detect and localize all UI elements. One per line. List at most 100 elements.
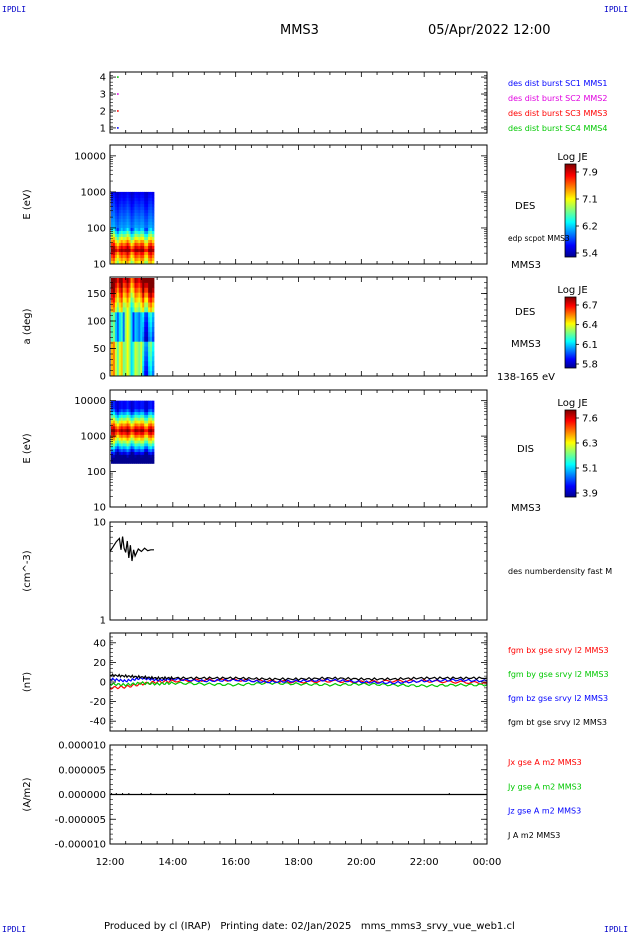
heatmap-cell [112,454,116,459]
heatmap-cell [118,230,122,235]
heatmap-cell [136,327,139,333]
heatmap-cell [124,317,128,323]
heatmap-cell [112,312,116,318]
heatmap-cell [152,236,155,241]
heatmap-cell [134,218,137,223]
heatmap-cell [138,292,141,298]
heatmap-cell [130,409,133,413]
heatmap-cell [122,341,126,347]
heatmap-cell [118,351,122,357]
y-axis-label: (cm^-3) [22,550,33,591]
heatmap-cell [116,254,120,259]
heatmap-cell [148,426,151,430]
heatmap-cell [116,227,120,232]
heatmap-cell [118,287,122,294]
heatmap-cell [150,292,153,298]
heatmap-cell [124,327,128,333]
heatmap-cell [134,307,137,313]
heatmap-cell [122,417,126,422]
heatmap-cell [132,215,135,220]
heatmap-cell [134,432,137,436]
corner-label-top-right: IPDLI [604,5,628,14]
heatmap-cell [116,292,120,298]
heatmap-cell [136,203,139,208]
heatmap-cell [122,194,126,199]
heatmap-cell [111,409,114,413]
heatmap-cell [144,341,147,347]
heatmap-cell [152,212,155,217]
heatmap-cell [118,417,122,422]
heatmap-cell [112,409,116,413]
heatmap-cell [114,336,118,343]
heatmap-cell [132,248,135,253]
heatmap-cell [146,356,149,362]
heatmap-cell [126,302,129,308]
heatmap-cell [120,327,124,333]
heatmap-cell [140,209,143,214]
heatmap-cell [114,437,118,441]
heatmap-cell [114,317,118,323]
heatmap-cell [122,423,126,427]
heatmap-cell [126,215,129,220]
heatmap-cell [118,361,122,367]
heatmap-cell [134,200,137,205]
heatmap-cell [144,426,147,430]
heatmap-cell [148,437,151,441]
heatmap-cell [150,203,153,208]
heatmap-cell [126,278,129,284]
heatmap-cell [120,446,124,450]
heatmap-cell [148,203,151,208]
heatmap-cell [148,429,151,433]
heatmap-cell [134,245,137,250]
heatmap-cell [118,443,122,447]
heatmap-cell [146,426,149,430]
heatmap-cell [116,224,120,229]
y-axis-label: E (eV) [22,433,33,463]
heatmap-cell [144,449,147,453]
heatmap-cell [142,356,145,362]
heatmap-cell [120,414,124,419]
heatmap-cell [132,356,135,362]
heatmap-cell [152,400,155,404]
heatmap-cell [136,409,139,413]
heatmap-cell [112,437,116,441]
heatmap-cell [128,426,131,430]
heatmap-cell [112,341,116,347]
heatmap-cell [152,454,155,459]
heatmap-cell [122,239,126,244]
heatmap-cell [126,197,129,202]
heatmap-cell [148,194,151,199]
heatmap-cell [112,446,116,450]
heatmap-cell [128,443,131,447]
heatmap-cell [142,287,145,294]
heatmap-cell [126,242,129,247]
heatmap-cell [122,356,126,362]
heatmap-cell [134,451,137,456]
heatmap-cell [111,361,114,367]
heatmap-cell [112,230,116,235]
heatmap-cell [118,457,122,461]
heatmap-cell [130,194,133,199]
heatmap-cell [148,224,151,229]
heatmap-cell [132,366,135,372]
heatmap-cell [124,341,128,347]
heatmap-cell [132,417,135,422]
y-tick-label: 3 [100,90,106,101]
heatmap-cell [132,336,135,343]
heatmap-cell [136,331,139,338]
heatmap-cell [148,209,151,214]
heatmap-cell [124,278,128,284]
heatmap-cell [144,356,147,362]
series-line-0 [109,536,154,562]
heatmap-cell [124,409,128,413]
heatmap-cell [146,432,149,436]
heatmap-cell [148,400,151,404]
heatmap-cell [150,206,153,211]
heatmap-cell [112,242,116,247]
heatmap-cell [144,191,147,196]
heatmap-cell [140,245,143,250]
heatmap-cell [138,443,141,447]
burst-point [117,127,119,129]
heatmap-cell [136,371,139,377]
heatmap-cell [114,346,118,352]
